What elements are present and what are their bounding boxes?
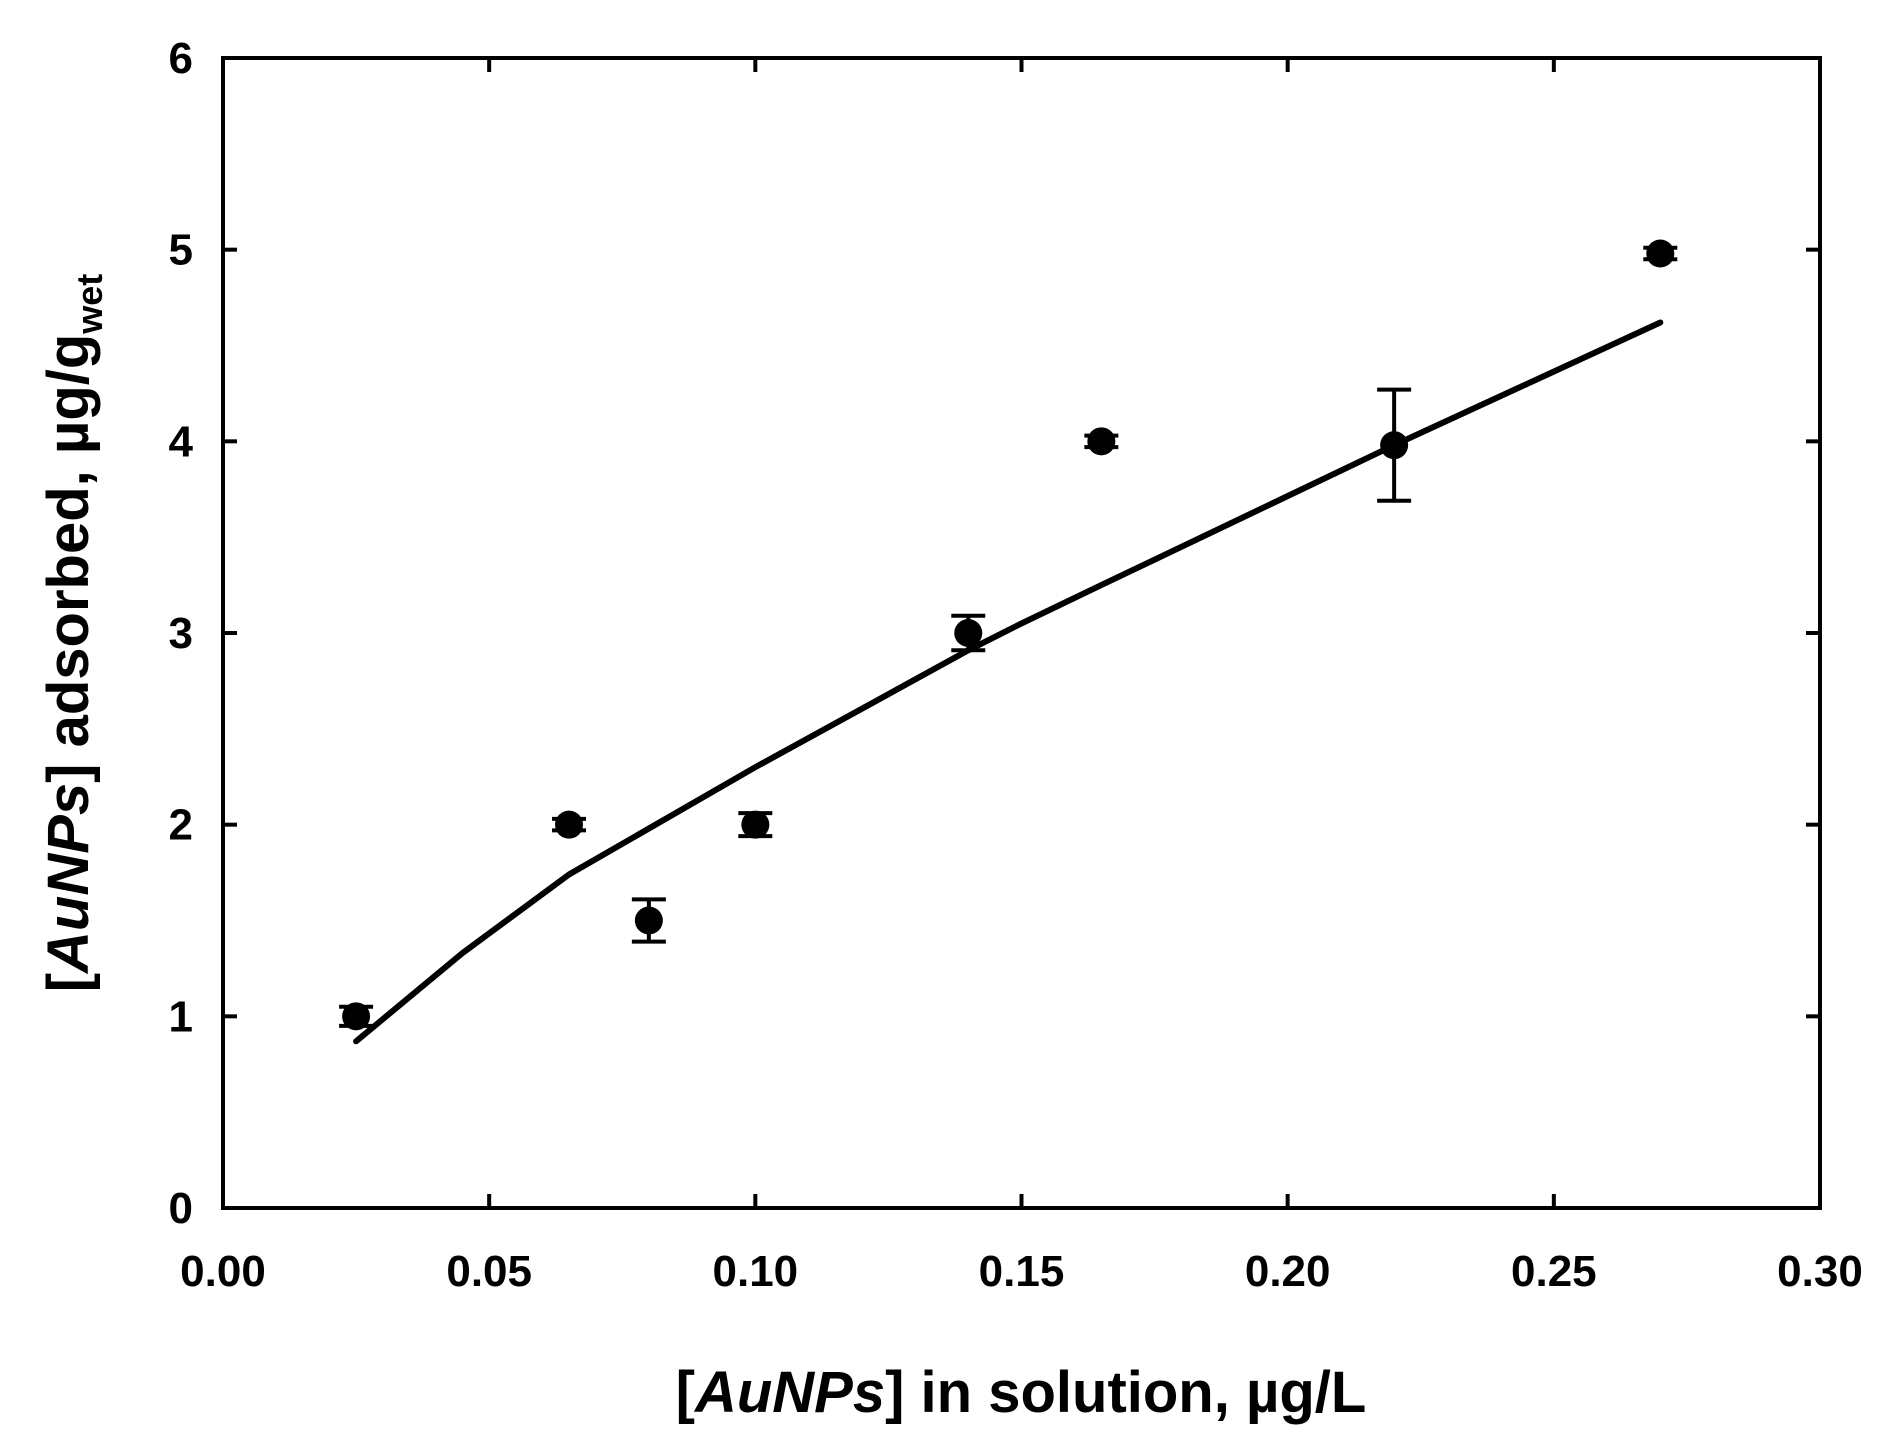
y-tick-label: 2 bbox=[169, 801, 193, 850]
y-tick-label: 5 bbox=[169, 226, 193, 275]
data-point bbox=[634, 906, 663, 935]
y-tick-label: 6 bbox=[169, 34, 193, 83]
data-point bbox=[342, 1002, 371, 1031]
axis-ticks bbox=[221, 56, 1822, 1210]
tick-labels: 0.00 0.05 0.10 0.15 0.20 0.25 0.30 0 1 2 3 4 5 6 bbox=[169, 34, 1863, 1296]
x-tick-label: 0.00 bbox=[180, 1247, 266, 1296]
fit-line bbox=[353, 319, 1664, 1045]
x-tick-label: 0.30 bbox=[1777, 1247, 1863, 1296]
data-point bbox=[741, 810, 770, 839]
x-tick-label: 0.25 bbox=[1511, 1247, 1597, 1296]
y-tick-label: 4 bbox=[169, 417, 194, 466]
error-bars bbox=[339, 245, 1678, 1028]
x-axis-label: [AuNPs] in solution, µg/L bbox=[676, 1360, 1367, 1425]
data-point bbox=[555, 810, 584, 839]
x-tick-label: 0.05 bbox=[446, 1247, 532, 1296]
x-tick-label: 0.15 bbox=[979, 1247, 1065, 1296]
y-tick-label: 3 bbox=[169, 609, 193, 658]
data-points bbox=[342, 239, 1675, 1031]
x-tick-label: 0.20 bbox=[1245, 1247, 1331, 1296]
data-point bbox=[1646, 239, 1675, 268]
data-point bbox=[1380, 431, 1409, 460]
y-tick-label: 0 bbox=[169, 1184, 193, 1233]
x-tick-label: 0.10 bbox=[713, 1247, 799, 1296]
y-tick-label: 1 bbox=[169, 992, 193, 1041]
y-axis-label: [AuNPs] adsorbed, µg/gwet bbox=[36, 274, 110, 993]
data-point bbox=[954, 619, 983, 647]
plot-frame bbox=[221, 56, 1822, 1210]
data-point bbox=[1087, 427, 1116, 456]
